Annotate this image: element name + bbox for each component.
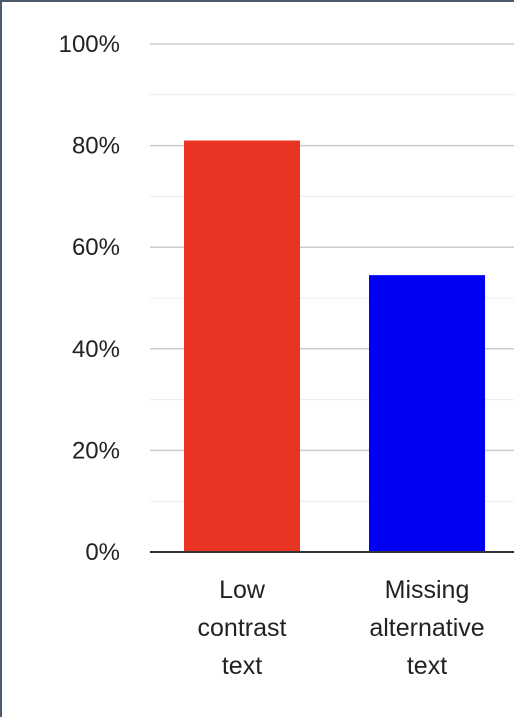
- bars: [184, 140, 485, 552]
- x-category-label: text: [407, 652, 447, 680]
- y-tick-label: 0%: [85, 539, 120, 566]
- bar: [369, 275, 485, 552]
- y-tick-label: 100%: [59, 31, 120, 58]
- y-tick-label: 80%: [72, 133, 120, 160]
- x-category-label: text: [222, 652, 262, 680]
- x-category-label: Low: [219, 576, 266, 604]
- y-axis-tick-labels: 0% 20% 40% 60% 80% 100%: [59, 31, 120, 566]
- x-category-label: Missing: [385, 576, 470, 604]
- bar: [184, 140, 300, 552]
- x-category-label: alternative: [369, 614, 484, 642]
- y-tick-label: 40%: [72, 336, 120, 363]
- x-category-label: contrast: [198, 614, 287, 642]
- y-tick-label: 60%: [72, 234, 120, 261]
- x-axis-category-labels: Low contrast text Missing alternative text: [198, 576, 485, 680]
- y-tick-label: 20%: [72, 437, 120, 464]
- gridlines: [150, 43, 514, 502]
